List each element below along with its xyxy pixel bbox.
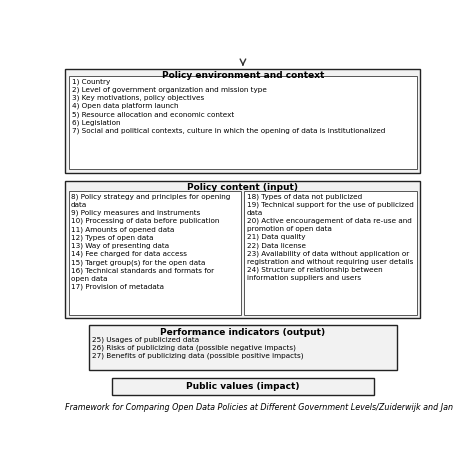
Bar bbox=[69, 191, 241, 314]
Bar bbox=[112, 378, 374, 395]
Text: 1) Country
2) Level of government organization and mission type
3) Key motivatio: 1) Country 2) Level of government organi… bbox=[72, 78, 385, 134]
Text: Policy environment and context: Policy environment and context bbox=[162, 71, 324, 80]
Bar bbox=[65, 69, 420, 173]
Text: 25) Usages of publicized data
26) Risks of publicizing data (possible negative i: 25) Usages of publicized data 26) Risks … bbox=[92, 336, 303, 359]
Text: Policy content (input): Policy content (input) bbox=[187, 183, 299, 192]
Text: 18) Types of data not publicized
19) Technical support for the use of publicized: 18) Types of data not publicized 19) Tec… bbox=[247, 193, 414, 281]
Text: Performance indicators (output): Performance indicators (output) bbox=[160, 328, 326, 337]
Bar bbox=[89, 326, 397, 370]
Text: Framework for Comparing Open Data Policies at Different Government Levels/Zuider: Framework for Comparing Open Data Polici… bbox=[65, 403, 454, 412]
Bar bbox=[65, 180, 420, 318]
Bar bbox=[245, 191, 417, 314]
Bar bbox=[69, 76, 417, 169]
Text: 8) Policy strategy and principles for opening
data
9) Policy measures and instru: 8) Policy strategy and principles for op… bbox=[71, 193, 230, 290]
Text: Public values (impact): Public values (impact) bbox=[186, 382, 300, 391]
